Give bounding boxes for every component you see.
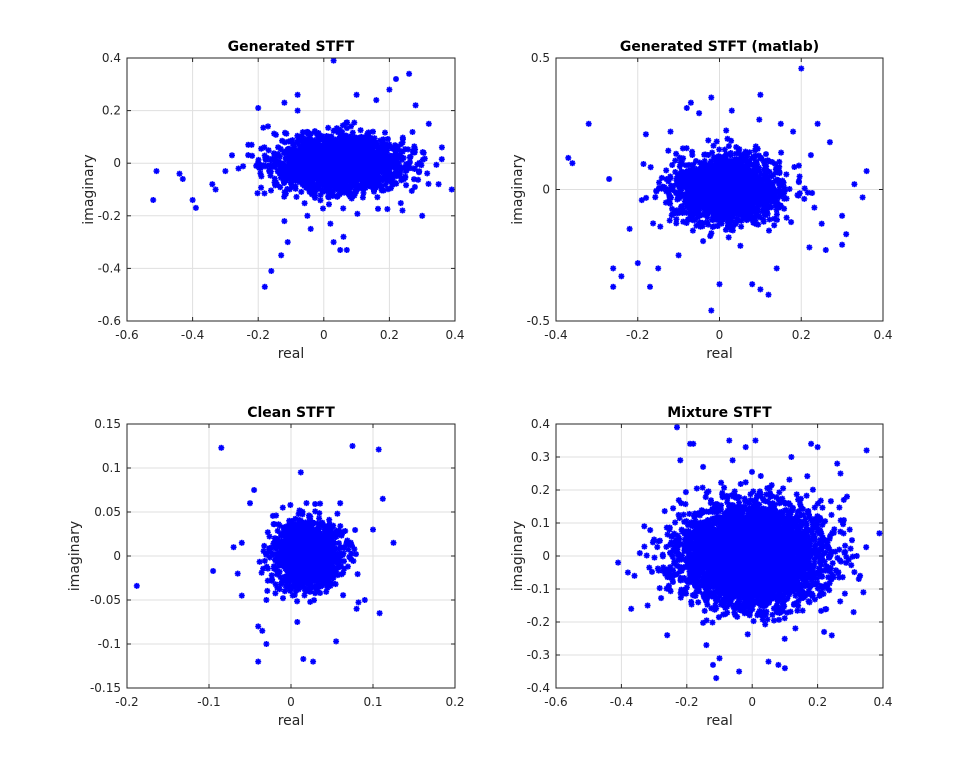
data-point [260,125,266,131]
data-point [320,206,326,212]
data-cluster [240,119,445,216]
data-point [266,147,272,153]
data-point [302,200,308,206]
data-point [258,185,264,191]
data-point [403,182,409,188]
data-point [262,190,268,196]
subplot-generated-stft: -0.6 -0.4 -0.2 0 0.2 0.4-0.6-0.4-0.200.20.4Ge… [81,39,465,362]
data-point [384,206,390,212]
data-point [268,188,274,194]
